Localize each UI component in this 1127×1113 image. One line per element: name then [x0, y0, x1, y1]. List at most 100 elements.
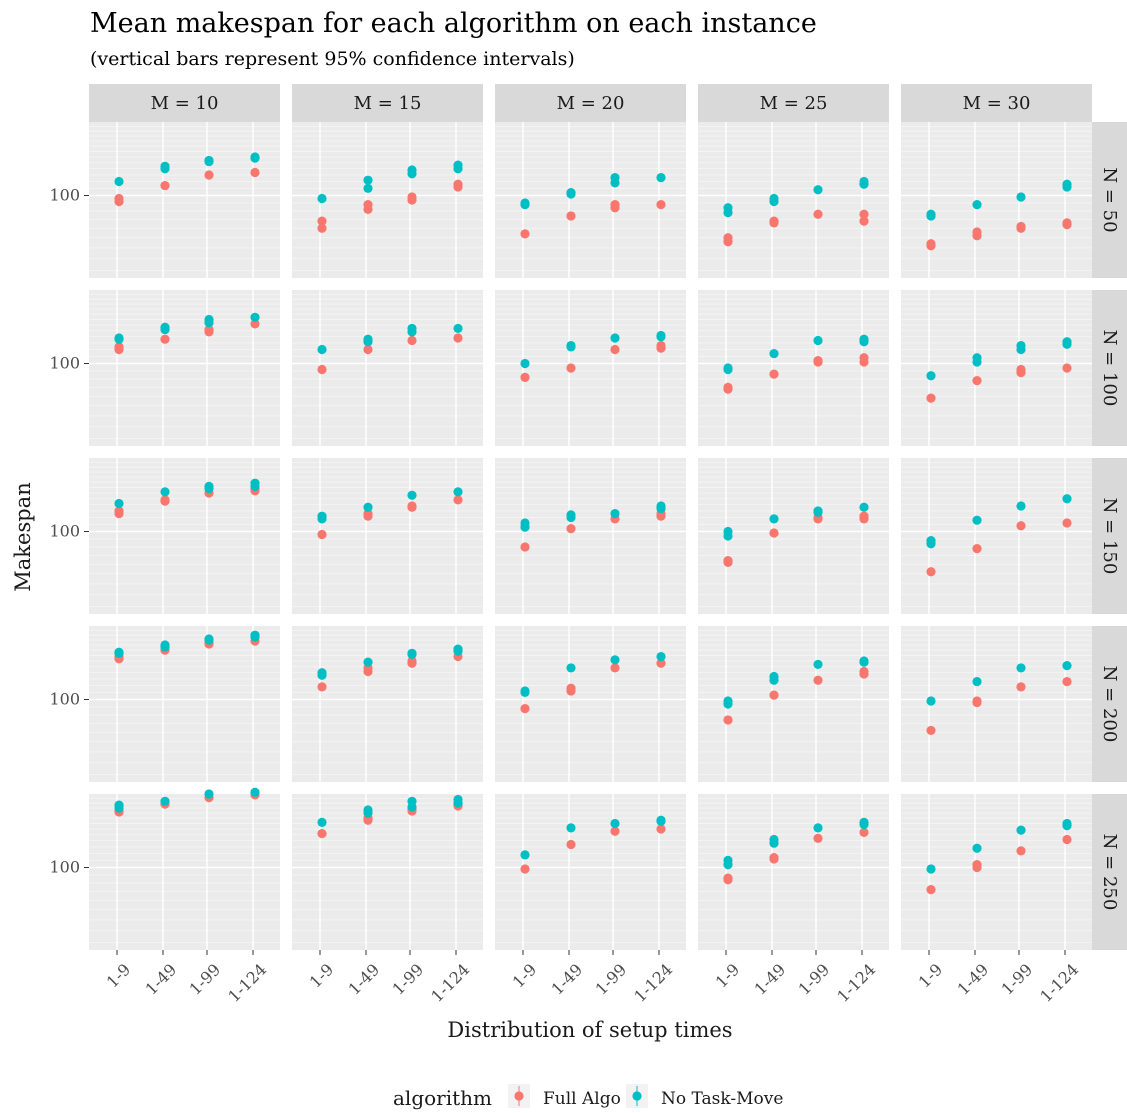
x-tick-label: 1-9	[509, 960, 541, 992]
no-task-move-point	[1016, 192, 1026, 202]
facet-panel	[292, 458, 483, 614]
x-tick-label: 1-124	[630, 960, 676, 1006]
row-strip: N = 50	[1092, 122, 1127, 278]
full-algo-point	[520, 542, 530, 552]
full-algo-point	[407, 335, 417, 346]
no-task-move-point	[114, 176, 124, 187]
full-algo-point	[114, 342, 124, 352]
facet-panel	[89, 787, 280, 950]
no-task-move-point	[317, 344, 327, 355]
y-tick-label: 100	[49, 689, 80, 708]
no-task-move-point	[1062, 337, 1072, 347]
full-algo-point	[859, 209, 869, 219]
full-algo-point	[813, 209, 823, 219]
full-algo-point	[723, 382, 733, 392]
column-strip-bg	[495, 84, 686, 122]
full-algo-point	[813, 675, 823, 685]
column-strip: M = 10	[89, 84, 280, 122]
x-tick-label: 1-99	[185, 960, 224, 999]
no-task-move-point	[407, 796, 417, 806]
row-strip-bg	[1092, 458, 1127, 614]
x-tick-label: 1-9	[915, 960, 947, 992]
panel-background	[495, 458, 686, 614]
row-strip-bg	[1092, 290, 1127, 446]
x-axis-label: Distribution of setup times	[447, 1018, 732, 1042]
no-task-move-point	[317, 668, 327, 678]
no-task-move-point	[317, 193, 327, 204]
no-task-move-point	[610, 655, 620, 665]
legend-marker	[514, 1091, 524, 1101]
row-strip: N = 250	[1092, 794, 1127, 950]
facet-panel	[89, 458, 280, 614]
no-task-move-point	[363, 502, 373, 512]
full-algo-point	[250, 319, 260, 329]
no-task-move-point	[656, 815, 666, 825]
no-task-move-point	[114, 498, 124, 509]
full-algo-point	[723, 556, 733, 566]
full-algo-point	[407, 501, 417, 511]
no-task-move-point	[453, 794, 463, 805]
full-algo-point	[566, 683, 576, 693]
no-task-move-point	[250, 478, 260, 488]
no-task-move-point	[656, 651, 666, 662]
full-algo-point	[1016, 364, 1026, 375]
full-algo-point	[204, 170, 214, 180]
no-task-move-point	[813, 823, 823, 833]
no-task-move-point	[204, 155, 214, 166]
full-algo-point	[972, 227, 982, 237]
full-algo-point	[317, 364, 327, 375]
no-task-move-point	[114, 800, 124, 810]
full-algo-point	[859, 511, 869, 521]
facet-panel	[495, 458, 686, 614]
chart-subtitle: (vertical bars represent 95% confidence …	[90, 48, 575, 70]
full-algo-point	[1016, 682, 1026, 692]
full-algo-point	[926, 725, 936, 736]
no-task-move-point	[160, 796, 170, 806]
full-algo-point	[453, 333, 463, 343]
facet-panel	[698, 290, 889, 446]
y-tick-label: 100	[49, 521, 80, 540]
column-strip-bg	[901, 84, 1092, 122]
column-strip: M = 30	[901, 84, 1092, 122]
full-algo-point	[1016, 221, 1026, 232]
facet-panel	[698, 626, 889, 782]
full-algo-point	[972, 859, 982, 870]
full-algo-point	[610, 344, 620, 355]
x-tick-label: 1-49	[953, 960, 992, 999]
column-strip-label: M = 20	[557, 93, 625, 114]
no-task-move-point	[407, 490, 417, 500]
no-task-move-point	[250, 152, 260, 162]
no-task-move-point	[317, 511, 327, 521]
no-task-move-point	[114, 647, 124, 657]
full-algo-point	[926, 885, 936, 895]
no-task-move-point	[160, 161, 170, 171]
panel-background	[495, 626, 686, 782]
full-algo-point	[317, 828, 327, 839]
facet-panels: M = 10 M = 15 M = 20 M = 25 M = 30 N = 50 N = …	[49, 84, 1127, 1006]
x-tick-label: 1-49	[141, 960, 180, 999]
panel-background	[292, 626, 483, 782]
panel-background	[89, 794, 280, 950]
no-task-move-point	[363, 657, 373, 667]
row-strip-bg	[1092, 122, 1127, 278]
no-task-move-point	[656, 501, 666, 511]
full-algo-point	[610, 199, 620, 210]
full-algo-point	[317, 223, 327, 233]
no-task-move-point	[566, 187, 576, 198]
no-task-move-point	[926, 209, 936, 219]
row-strip: N = 100	[1092, 290, 1127, 446]
row-strip: N = 200	[1092, 626, 1127, 782]
full-algo-point	[926, 239, 936, 249]
no-task-move-point	[453, 487, 463, 497]
full-algo-point	[114, 506, 124, 516]
full-algo-point	[926, 393, 936, 403]
full-algo-point	[160, 334, 170, 344]
no-task-move-point	[407, 323, 417, 334]
x-tick-label: 1-9	[306, 960, 338, 992]
full-algo-point	[1062, 518, 1072, 528]
full-algo-point	[813, 833, 823, 843]
full-algo-point	[769, 369, 779, 379]
legend-label: No Task-Move	[661, 1089, 783, 1109]
no-task-move-point	[813, 506, 823, 516]
full-algo-point	[363, 344, 373, 355]
